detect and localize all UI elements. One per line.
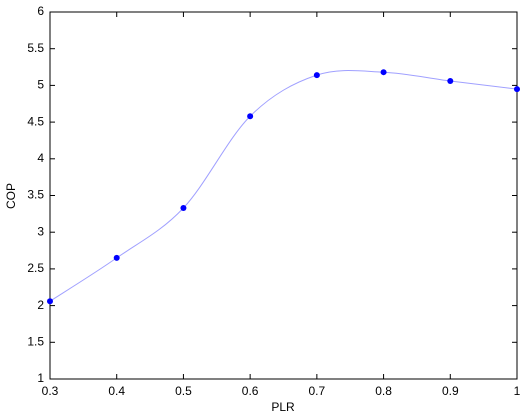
- x-tick-label: 0.3: [42, 384, 59, 398]
- y-tick-label: 1.5: [27, 334, 44, 348]
- y-tick-label: 4.5: [27, 114, 44, 128]
- y-tick-label: 2: [37, 298, 44, 312]
- y-tick-label: 4: [37, 151, 44, 165]
- data-point: [447, 77, 454, 84]
- data-point: [47, 298, 53, 305]
- y-tick-label: 2.5: [27, 261, 44, 275]
- y-tick-label: 6: [37, 4, 44, 18]
- y-tick-label: 1: [37, 371, 44, 385]
- x-tick-label: 1: [514, 384, 521, 398]
- data-point: [514, 86, 520, 93]
- y-tick-label: 3.5: [27, 188, 44, 202]
- y-axis-label: COP: [4, 183, 18, 209]
- x-tick-label: 0.4: [108, 384, 125, 398]
- y-tick-label: 3: [37, 224, 44, 238]
- y-tick-label: 5: [37, 78, 44, 92]
- x-tick-label: 0.5: [175, 384, 192, 398]
- x-tick-label: 0.6: [242, 384, 259, 398]
- data-point: [313, 72, 320, 79]
- x-tick-label: 0.9: [442, 384, 459, 398]
- data-line: [49, 70, 518, 302]
- x-axis-label: PLR: [271, 400, 295, 414]
- plot-frame: [49, 11, 518, 380]
- x-tick-label: 0.7: [309, 384, 326, 398]
- data-point: [180, 204, 187, 211]
- y-tick-label: 5.5: [27, 41, 44, 55]
- data-point: [247, 113, 254, 120]
- data-point: [380, 69, 387, 76]
- x-tick-label: 0.8: [375, 384, 392, 398]
- data-point: [113, 254, 120, 261]
